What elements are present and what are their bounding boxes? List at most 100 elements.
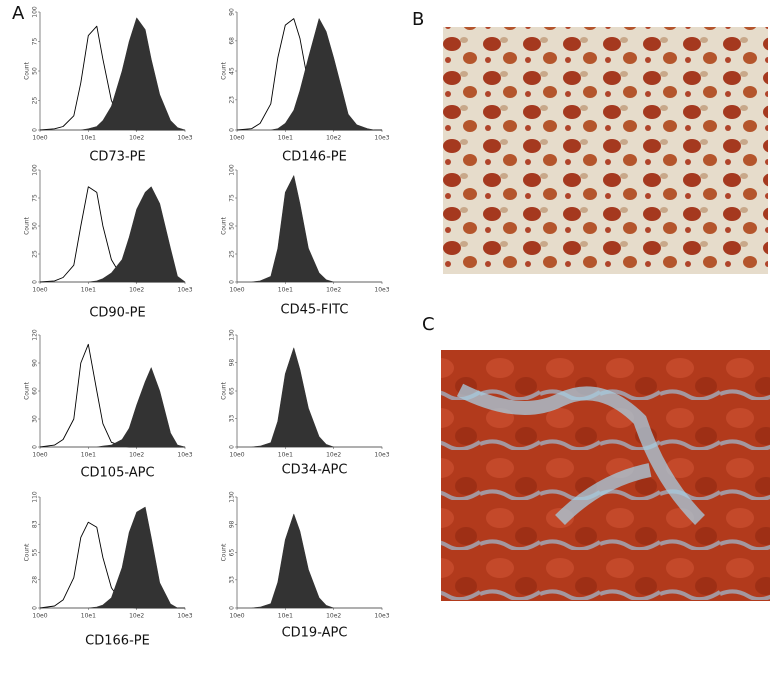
y-axis-label: Count xyxy=(24,61,31,79)
y-tick-label: 55 xyxy=(32,549,39,557)
x-tick-label: 10e1 xyxy=(278,452,293,459)
x-tick-label: 10e1 xyxy=(81,135,96,142)
x-tick-label: 10e0 xyxy=(32,452,47,459)
y-tick-label: 75 xyxy=(32,38,39,46)
y-tick-label: 90 xyxy=(32,359,39,367)
x-tick-label: 10e2 xyxy=(326,287,341,294)
panel-label: C xyxy=(422,314,435,335)
micrograph-b xyxy=(443,27,768,274)
y-tick-label: 0 xyxy=(32,280,39,284)
y-tick-label: 33 xyxy=(229,576,236,584)
histogram-filled xyxy=(39,17,186,131)
y-tick-label: 65 xyxy=(229,387,236,395)
x-tick-label: 10e2 xyxy=(129,613,144,620)
x-tick-label: 10e3 xyxy=(374,452,389,459)
histogram-filled xyxy=(236,347,383,448)
x-tick-label: 10e1 xyxy=(278,613,293,620)
x-tick-label: 10e3 xyxy=(374,613,389,620)
y-tick-label: 75 xyxy=(32,194,39,202)
y-tick-label: 50 xyxy=(32,222,39,230)
x-tick-label: 10e3 xyxy=(374,135,389,142)
y-tick-label: 50 xyxy=(32,67,39,75)
y-tick-label: 120 xyxy=(32,329,39,341)
y-tick-label: 98 xyxy=(229,520,236,528)
x-tick-label: 10e2 xyxy=(129,135,144,142)
x-tick-label: 10e3 xyxy=(177,452,192,459)
x-tick-label: 10e0 xyxy=(229,287,244,294)
y-tick-label: 33 xyxy=(229,415,236,423)
x-tick-label: 10e0 xyxy=(229,613,244,620)
y-axis-label: Count xyxy=(24,216,31,234)
y-tick-label: 0 xyxy=(32,128,39,132)
y-tick-label: 25 xyxy=(229,250,236,258)
histogram-filled xyxy=(39,506,186,609)
x-tick-label: 10e2 xyxy=(326,452,341,459)
x-tick-label: 10e2 xyxy=(129,452,144,459)
y-tick-label: 45 xyxy=(229,67,236,75)
x-tick-label: 10e0 xyxy=(32,287,47,294)
y-tick-label: 130 xyxy=(229,329,236,341)
y-tick-label: 28 xyxy=(32,576,39,584)
y-axis-label: Count xyxy=(221,543,228,561)
y-tick-label: 0 xyxy=(229,280,236,284)
y-axis-label: Count xyxy=(221,61,228,79)
x-tick-label: 10e3 xyxy=(177,613,192,620)
x-tick-label: 10e2 xyxy=(326,613,341,620)
panel-label: B xyxy=(412,9,424,30)
x-tick-label: 10e1 xyxy=(81,452,96,459)
y-axis-label: Count xyxy=(221,381,228,399)
y-tick-label: 100 xyxy=(32,6,39,18)
x-tick-label: 10e1 xyxy=(278,287,293,294)
chart-title: CD73-PE xyxy=(89,150,145,165)
x-tick-label: 10e0 xyxy=(229,135,244,142)
y-tick-label: 100 xyxy=(32,164,39,176)
panel-label: A xyxy=(12,3,25,24)
x-tick-label: 10e3 xyxy=(177,135,192,142)
chart-title: CD19-APC xyxy=(282,626,348,641)
y-tick-label: 83 xyxy=(32,520,39,528)
chart-title: CD105-APC xyxy=(80,466,154,481)
y-tick-label: 0 xyxy=(32,606,39,610)
chart-title: CD34-APC xyxy=(282,463,348,478)
y-tick-label: 110 xyxy=(32,491,39,503)
y-axis-label: Count xyxy=(221,216,228,234)
x-tick-label: 10e0 xyxy=(32,613,47,620)
y-tick-label: 0 xyxy=(229,606,236,610)
chart-title: CD45-FITC xyxy=(281,303,349,318)
y-tick-label: 30 xyxy=(32,415,39,423)
y-axis-label: Count xyxy=(24,543,31,561)
x-tick-label: 10e1 xyxy=(81,613,96,620)
y-tick-label: 68 xyxy=(229,37,236,45)
y-tick-label: 0 xyxy=(32,445,39,449)
histogram-filled xyxy=(39,367,186,448)
y-tick-label: 0 xyxy=(229,445,236,449)
y-tick-label: 98 xyxy=(229,359,236,367)
y-tick-label: 75 xyxy=(229,194,236,202)
y-tick-label: 23 xyxy=(229,96,236,104)
x-tick-label: 10e1 xyxy=(278,135,293,142)
y-axis-label: Count xyxy=(24,381,31,399)
x-tick-label: 10e1 xyxy=(81,287,96,294)
x-tick-label: 10e0 xyxy=(32,135,47,142)
histogram-filled xyxy=(236,18,383,131)
x-tick-label: 10e3 xyxy=(374,287,389,294)
x-tick-label: 10e2 xyxy=(326,135,341,142)
y-tick-label: 100 xyxy=(229,164,236,176)
x-tick-label: 10e2 xyxy=(129,287,144,294)
micrograph-c xyxy=(441,350,770,601)
y-tick-label: 25 xyxy=(32,250,39,258)
y-tick-label: 25 xyxy=(32,97,39,105)
y-tick-label: 90 xyxy=(229,8,236,16)
x-tick-label: 10e0 xyxy=(229,452,244,459)
histogram-filled xyxy=(236,175,383,283)
chart-title: CD166-PE xyxy=(85,634,150,649)
y-tick-label: 130 xyxy=(229,491,236,503)
y-tick-label: 60 xyxy=(32,387,39,395)
x-tick-label: 10e3 xyxy=(177,287,192,294)
y-tick-label: 0 xyxy=(229,128,236,132)
y-tick-label: 65 xyxy=(229,549,236,557)
micrograph-c-stain xyxy=(456,383,705,525)
histogram-filled xyxy=(39,186,186,283)
